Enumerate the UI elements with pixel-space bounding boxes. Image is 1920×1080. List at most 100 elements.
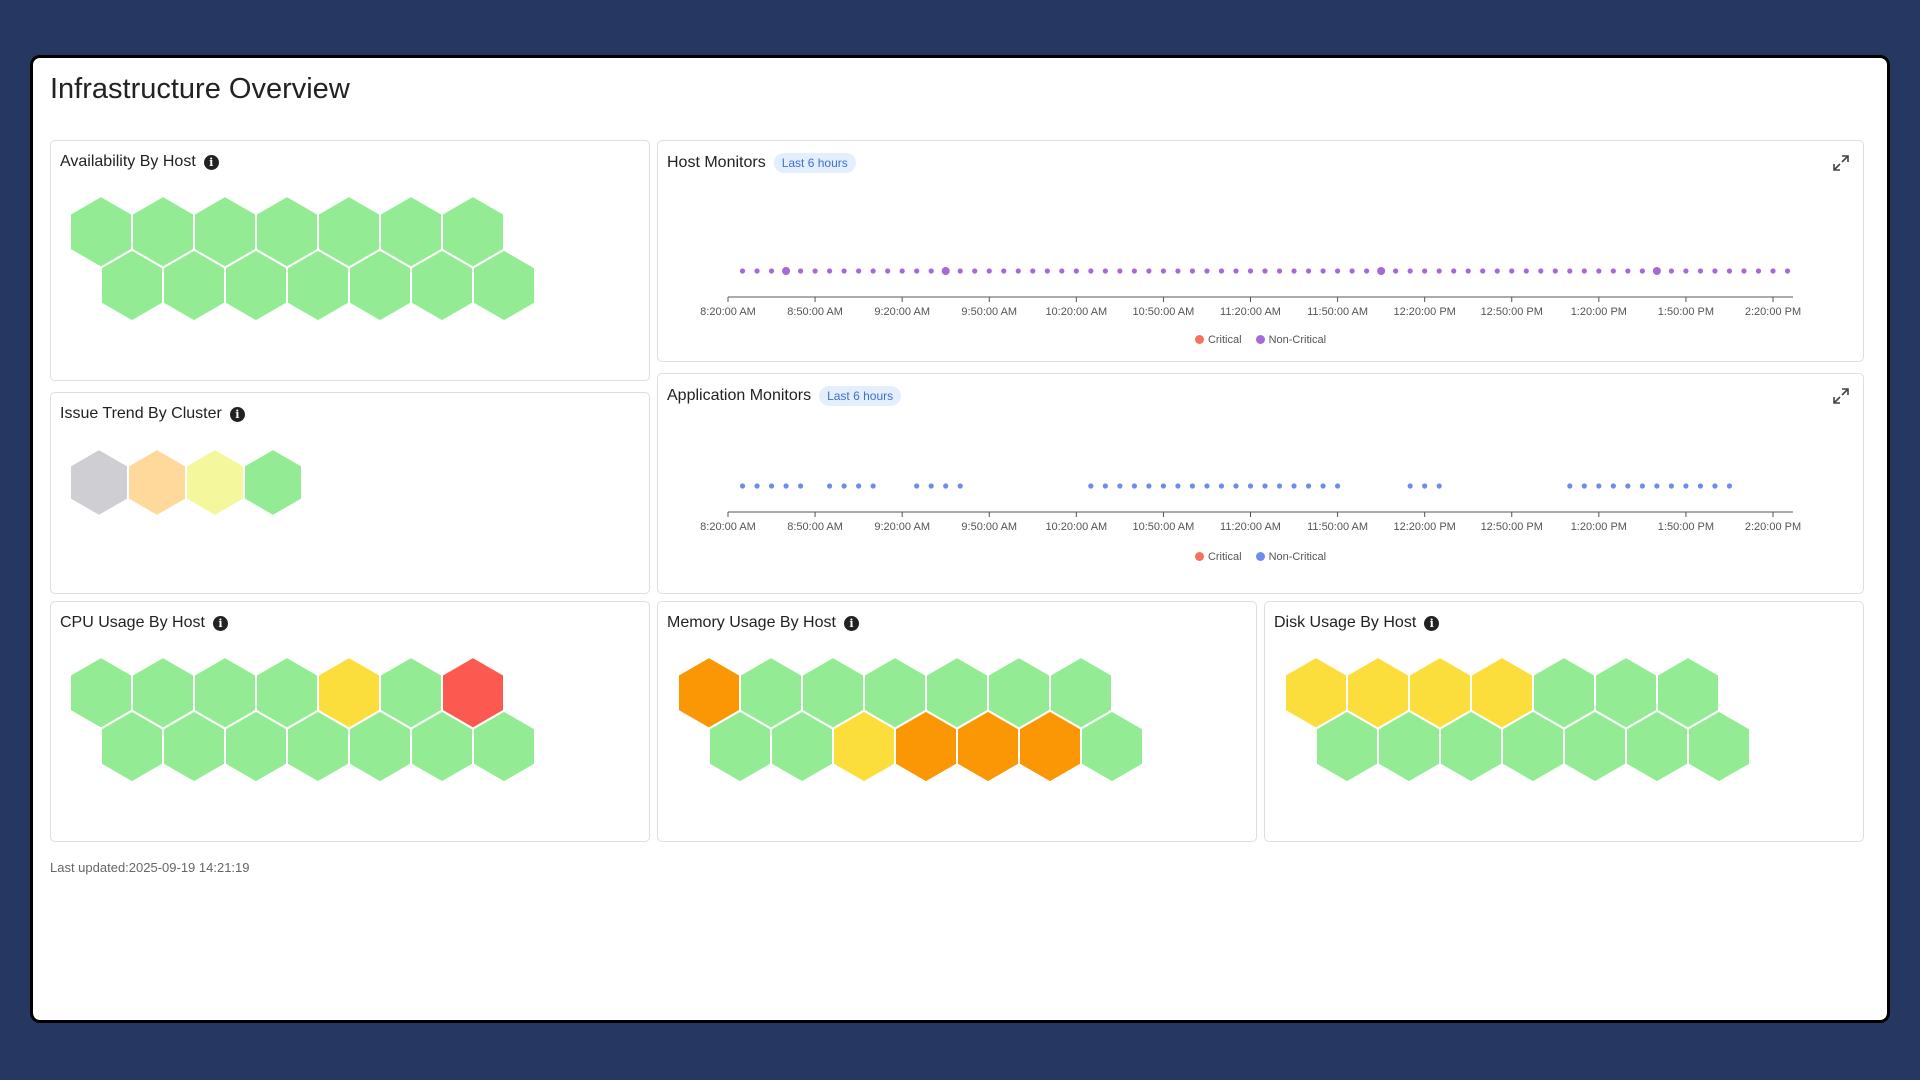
monitor-point[interactable]	[856, 268, 862, 274]
monitor-point[interactable]	[1320, 483, 1326, 489]
monitor-point[interactable]	[1189, 483, 1196, 489]
host-hex[interactable]	[1687, 709, 1751, 784]
monitor-point[interactable]	[783, 483, 789, 489]
monitor-point[interactable]	[1697, 483, 1704, 489]
monitor-point[interactable]	[1146, 483, 1152, 489]
monitor-point[interactable]	[1073, 268, 1079, 274]
monitor-point[interactable]	[1175, 268, 1181, 274]
monitor-point[interactable]	[1088, 483, 1094, 489]
host-hex[interactable]	[127, 448, 187, 518]
monitor-point[interactable]	[1030, 268, 1036, 274]
monitor-point[interactable]	[754, 483, 760, 489]
monitor-point[interactable]	[1247, 268, 1254, 274]
info-icon[interactable]: i	[843, 615, 859, 631]
monitor-point[interactable]	[1683, 483, 1689, 489]
monitor-point[interactable]	[1567, 268, 1573, 274]
monitor-point[interactable]	[797, 483, 804, 489]
monitor-point[interactable]	[870, 268, 876, 274]
legend-critical[interactable]: Critical	[1194, 334, 1242, 346]
monitor-point[interactable]	[841, 483, 847, 489]
monitor-point[interactable]	[1494, 268, 1500, 274]
monitor-point[interactable]	[1480, 268, 1486, 274]
monitor-point[interactable]	[928, 268, 934, 274]
monitor-point[interactable]	[1305, 483, 1312, 489]
monitor-point[interactable]	[1088, 268, 1094, 274]
monitor-point[interactable]	[1625, 268, 1631, 274]
monitor-point[interactable]	[1117, 268, 1123, 274]
monitor-point[interactable]	[739, 268, 746, 274]
monitor-point[interactable]	[1668, 268, 1675, 274]
monitor-point[interactable]	[1552, 268, 1558, 274]
monitor-point[interactable]	[1102, 483, 1108, 489]
monitor-point[interactable]	[768, 268, 775, 274]
monitor-point[interactable]	[957, 483, 963, 489]
monitor-point[interactable]	[1291, 483, 1297, 489]
host-hex[interactable]	[243, 448, 303, 518]
monitor-point[interactable]	[914, 268, 920, 274]
monitor-point[interactable]	[928, 483, 934, 489]
monitor-point[interactable]	[941, 267, 950, 275]
time-range-badge[interactable]: Last 6 hours	[819, 386, 902, 406]
monitor-point[interactable]	[768, 483, 775, 489]
monitor-point[interactable]	[870, 483, 876, 489]
monitor-point[interactable]	[1204, 268, 1210, 274]
monitor-point[interactable]	[1610, 268, 1616, 274]
info-icon[interactable]: i	[229, 406, 245, 422]
monitor-point[interactable]	[1465, 268, 1471, 274]
monitor-point[interactable]	[1625, 483, 1631, 489]
monitor-point[interactable]	[1349, 268, 1355, 274]
monitor-point[interactable]	[1509, 268, 1515, 274]
info-icon[interactable]: i	[212, 615, 228, 631]
monitor-point[interactable]	[1567, 483, 1573, 489]
monitor-point[interactable]	[1755, 268, 1762, 274]
monitor-point[interactable]	[1175, 483, 1181, 489]
monitor-point[interactable]	[782, 267, 791, 275]
monitor-point[interactable]	[1451, 268, 1457, 274]
monitor-point[interactable]	[1407, 483, 1413, 489]
monitor-point[interactable]	[972, 268, 978, 274]
monitor-point[interactable]	[754, 268, 760, 274]
legend-critical[interactable]: Critical	[1194, 551, 1242, 563]
monitor-point[interactable]	[1639, 268, 1645, 274]
monitor-point[interactable]	[1233, 268, 1239, 274]
expand-icon[interactable]	[1831, 386, 1851, 406]
monitor-point[interactable]	[1784, 268, 1791, 274]
monitor-point[interactable]	[1204, 483, 1210, 489]
monitor-point[interactable]	[957, 268, 963, 274]
monitor-point[interactable]	[1726, 483, 1733, 489]
monitor-point[interactable]	[1639, 483, 1645, 489]
monitor-point[interactable]	[885, 268, 891, 274]
monitor-point[interactable]	[986, 268, 992, 274]
monitor-point[interactable]	[1712, 483, 1718, 489]
monitor-point[interactable]	[826, 268, 833, 274]
monitor-point[interactable]	[1652, 267, 1661, 275]
monitor-point[interactable]	[1436, 483, 1442, 489]
monitor-point[interactable]	[1377, 267, 1386, 275]
monitor-point[interactable]	[943, 483, 949, 489]
monitor-point[interactable]	[1320, 268, 1326, 274]
monitor-point[interactable]	[1160, 483, 1167, 489]
monitor-point[interactable]	[797, 268, 804, 274]
monitor-point[interactable]	[1407, 268, 1413, 274]
monitor-point[interactable]	[1334, 268, 1341, 274]
monitor-point[interactable]	[1436, 268, 1442, 274]
monitor-point[interactable]	[1393, 268, 1399, 274]
info-icon[interactable]: i	[1424, 615, 1440, 631]
monitor-point[interactable]	[1146, 268, 1152, 274]
monitor-point[interactable]	[1610, 483, 1616, 489]
host-hex[interactable]	[472, 248, 536, 323]
monitor-point[interactable]	[841, 268, 847, 274]
legend-non-critical[interactable]: Non-Critical	[1255, 334, 1326, 346]
monitor-point[interactable]	[1712, 268, 1718, 274]
monitor-point[interactable]	[1218, 483, 1225, 489]
monitor-point[interactable]	[1683, 268, 1689, 274]
monitor-point[interactable]	[1364, 268, 1370, 274]
monitor-point[interactable]	[1596, 268, 1602, 274]
monitor-point[interactable]	[1059, 268, 1065, 274]
monitor-point[interactable]	[1538, 268, 1544, 274]
host-hex[interactable]	[1080, 709, 1144, 784]
info-icon[interactable]: i	[203, 154, 219, 170]
monitor-point[interactable]	[1131, 268, 1137, 274]
monitor-point[interactable]	[1102, 268, 1108, 274]
monitor-point[interactable]	[1422, 268, 1428, 274]
